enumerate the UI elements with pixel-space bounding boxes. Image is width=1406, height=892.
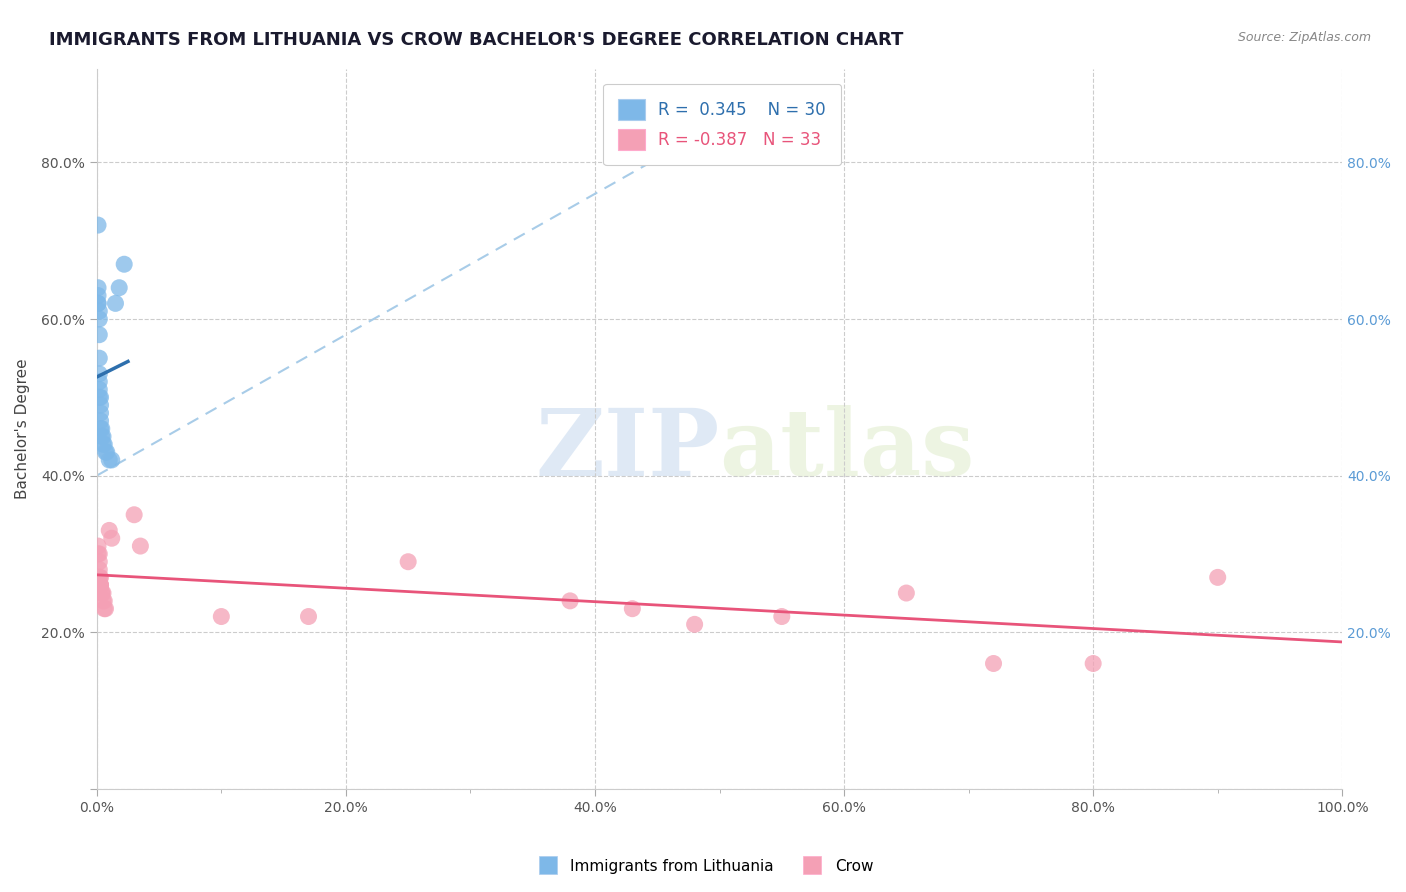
Point [94,601,117,615]
Point [89,555,111,569]
Point [90,429,112,443]
Text: IMMIGRANTS FROM LITHUANIA VS CROW BACHELOR'S DEGREE CORRELATION CHART: IMMIGRANTS FROM LITHUANIA VS CROW BACHEL… [49,31,904,49]
Point [89,406,111,420]
Point [89,547,111,561]
Point [93,601,115,615]
Point [89,327,111,342]
Point [297,609,319,624]
Point [93,594,115,608]
Point [89,570,111,584]
Y-axis label: Bachelor's Degree: Bachelor's Degree [15,359,30,499]
Point [91,594,114,608]
Point [683,617,706,632]
Point [89,570,111,584]
Legend: Immigrants from Lithuania, Crow: Immigrants from Lithuania, Crow [526,853,880,880]
Text: Source: ZipAtlas.com: Source: ZipAtlas.com [1237,31,1371,45]
Point [89,351,111,366]
Point [621,601,644,615]
Point [770,609,793,624]
Point [90,586,112,600]
Point [89,422,111,436]
Point [87,296,110,310]
Point [129,539,152,553]
Point [89,578,111,592]
Point [89,304,111,318]
Point [108,281,131,295]
Point [87,547,110,561]
Point [98,524,121,538]
Point [1083,657,1105,671]
Point [89,375,111,389]
Text: ZIP: ZIP [536,405,720,495]
Point [94,445,117,459]
Point [89,390,111,404]
Point [89,570,111,584]
Point [91,429,114,443]
Point [93,437,115,451]
Legend: R =  0.345    N = 30, R = -0.387   N = 33: R = 0.345 N = 30, R = -0.387 N = 33 [603,84,841,165]
Point [396,555,419,569]
Point [1206,570,1229,584]
Point [104,296,127,310]
Point [89,563,111,577]
Point [98,453,121,467]
Point [91,437,114,451]
Point [209,609,232,624]
Point [87,288,110,302]
Point [122,508,145,522]
Point [89,578,111,592]
Point [90,422,112,436]
Point [89,383,111,397]
Point [558,594,581,608]
Point [89,367,111,381]
Point [87,296,110,310]
Point [896,586,918,600]
Point [89,390,111,404]
Point [87,218,110,232]
Point [100,453,122,467]
Point [89,414,111,428]
Point [112,257,135,271]
Text: atlas: atlas [720,405,974,495]
Point [89,578,111,592]
Point [87,281,110,295]
Point [91,586,114,600]
Point [90,586,112,600]
Point [87,539,110,553]
Point [100,531,122,545]
Point [89,312,111,326]
Point [89,398,111,412]
Point [983,657,1005,671]
Point [96,445,118,459]
